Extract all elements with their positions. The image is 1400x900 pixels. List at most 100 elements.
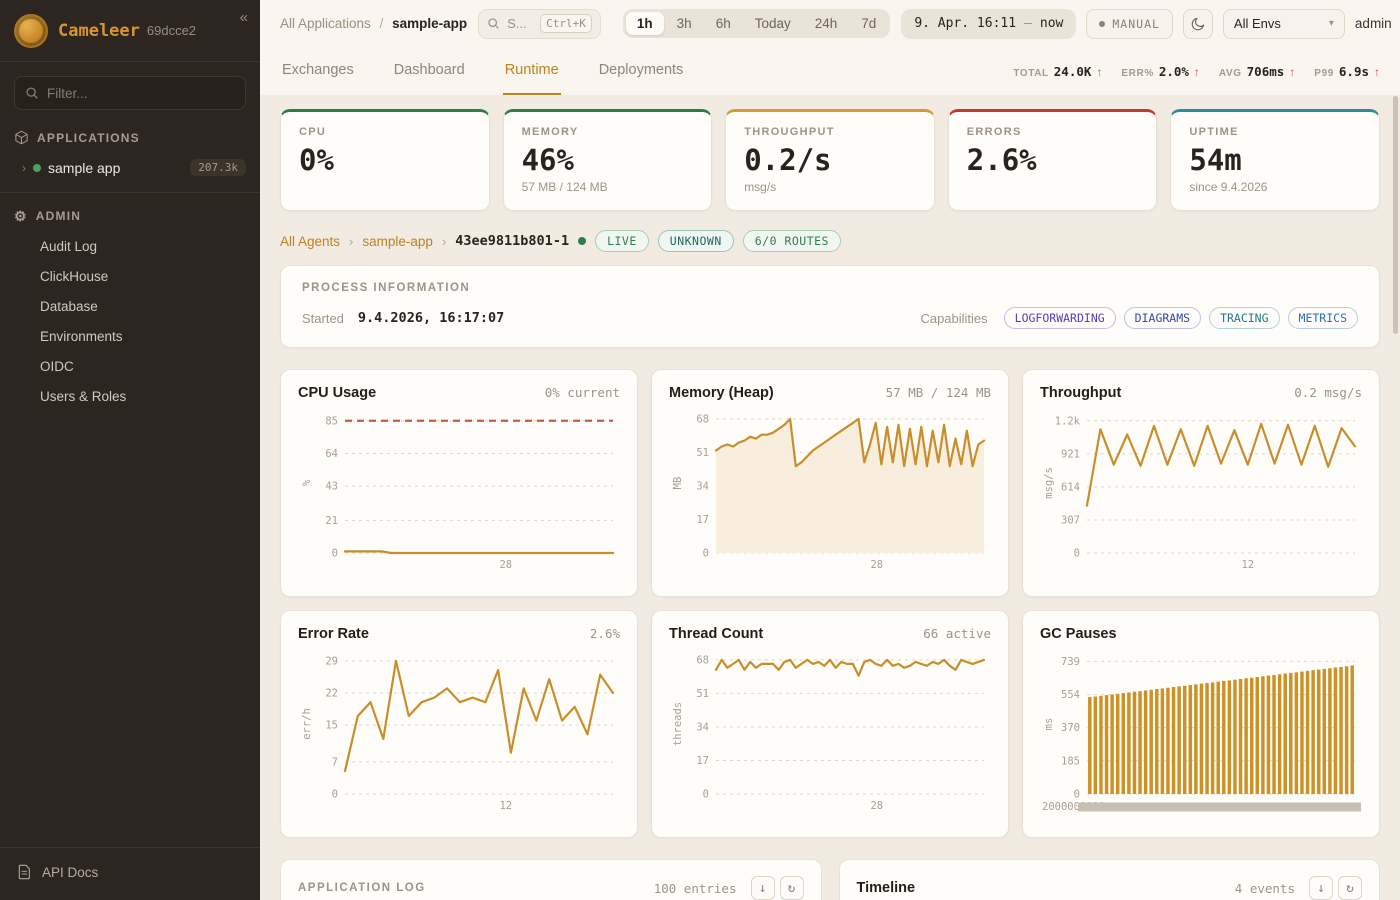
sidebar-item-sample-app[interactable]: › sample app 207.3k <box>0 153 260 182</box>
agent-id: 43ee9811b801-1 <box>455 233 570 250</box>
chevron-right-icon: › <box>22 160 26 175</box>
svg-text:51: 51 <box>696 447 709 459</box>
capability-badge-logforwarding: LOGFORWARDING <box>1003 307 1116 330</box>
svg-text:MB: MB <box>672 477 684 490</box>
tab-runtime[interactable]: Runtime <box>502 47 561 95</box>
tab-dashboard[interactable]: Dashboard <box>393 62 465 78</box>
time-range-3h[interactable]: 3h <box>666 12 703 35</box>
sidebar-divider <box>0 192 260 193</box>
svg-text:28: 28 <box>870 559 883 571</box>
sidebar-item-audit-log[interactable]: Audit Log <box>40 238 98 254</box>
svg-text:0: 0 <box>332 789 338 801</box>
svg-text:ms: ms <box>1043 718 1055 731</box>
sidebar-item-database[interactable]: Database <box>40 298 98 314</box>
all-agents-link[interactable]: All Agents <box>280 233 341 249</box>
download-button[interactable]: ↓ <box>750 876 775 900</box>
tab-deployments[interactable]: Deployments <box>598 62 684 78</box>
status-badge-routes: 6/0 ROUTES <box>742 230 841 253</box>
agent-app-link[interactable]: sample-app <box>362 233 433 249</box>
svg-text:0: 0 <box>703 789 709 801</box>
time-range-1h[interactable]: 1h <box>625 12 664 35</box>
kpi-value: 46% <box>521 143 574 177</box>
kpi-card-throughput: THROUGHPUT 0.2/s msg/s <box>725 109 935 212</box>
date-range-pill[interactable]: 9. Apr. 16:11 — now <box>901 8 1077 39</box>
kpi-card-errors: ERRORS 2.6% <box>947 109 1158 212</box>
chart-title: Throughput <box>1040 385 1122 402</box>
env-select[interactable]: All Envs ▾ <box>1222 8 1345 39</box>
time-range-24h[interactable]: 24h <box>804 12 849 35</box>
sidebar-item-oidc[interactable]: OIDC <box>40 358 74 374</box>
throughput-chart: 0 307 614 921 1.2k msg/s 12 <box>1043 416 1357 571</box>
brand-name: Cameleer <box>58 20 140 41</box>
time-range-today[interactable]: Today <box>744 12 802 35</box>
search-input[interactable] <box>507 16 534 31</box>
status-badge-live: LIVE <box>595 230 649 253</box>
kpi-row: CPU 0% MEMORY 46% 57 MB / 124 MB THROUGH… <box>280 109 1380 212</box>
started-value: 9.4.2026, 16:17:07 <box>357 310 505 327</box>
chart-title: Thread Count <box>669 626 764 643</box>
breadcrumb-chevron: › <box>349 233 354 249</box>
chart-current-value: 0% current <box>544 385 620 401</box>
sidebar-collapse-icon[interactable]: « <box>239 9 248 26</box>
package-icon <box>15 130 28 145</box>
chart-title: Memory (Heap) <box>669 385 774 402</box>
download-icon: ↓ <box>758 880 767 896</box>
env-select-value: All Envs <box>1233 16 1281 31</box>
refresh-button[interactable]: ↻ <box>779 876 804 900</box>
sidebar-header: Cameleer 69dcce2 « <box>0 0 260 62</box>
application-log-count: 100 entries <box>653 880 737 896</box>
process-information-card: PROCESS INFORMATION Started 9.4.2026, 16… <box>280 265 1380 349</box>
chevron-down-icon: ▾ <box>1328 18 1334 29</box>
live-status-dot <box>578 237 587 246</box>
filter-input[interactable] <box>47 85 235 101</box>
svg-text:17: 17 <box>696 514 709 526</box>
breadcrumb-current: sample-app <box>392 16 468 31</box>
theme-toggle-button[interactable] <box>1182 8 1213 39</box>
chart-card-thread-count: Thread Count 66 active 0 17 34 51 68 threads 28 <box>651 610 1009 839</box>
svg-text:msg/s: msg/s <box>1043 468 1055 500</box>
capability-badge-tracing: TRACING <box>1209 307 1280 330</box>
chart-card-memory-heap: Memory (Heap) 57 MB / 124 MB 0 17 34 51 68 MB 2… <box>651 369 1009 598</box>
trend-up-icon: ↑ <box>1193 64 1200 79</box>
moon-icon <box>1191 17 1205 30</box>
svg-text:43: 43 <box>325 481 338 493</box>
refresh-icon: ↻ <box>787 880 796 896</box>
search-shortcut-kbd: Ctrl+K <box>540 14 592 33</box>
scrollbar[interactable] <box>1393 96 1398 334</box>
svg-text:51: 51 <box>696 688 709 700</box>
timeline-count: 4 events <box>1234 880 1295 896</box>
tab-exchanges[interactable]: Exchanges <box>282 62 354 78</box>
sidebar-item-clickhouse[interactable]: ClickHouse <box>40 268 109 284</box>
svg-text:614: 614 <box>1061 482 1080 494</box>
kpi-value: 0% <box>299 143 334 177</box>
breadcrumb: All Applications / sample-app <box>280 16 467 31</box>
tabs: Exchanges Dashboard Runtime Deployments <box>280 47 685 95</box>
svg-text:threads: threads <box>672 702 684 746</box>
breadcrumb-all-applications[interactable]: All Applications <box>280 16 371 31</box>
download-button[interactable]: ↓ <box>1309 876 1333 900</box>
app-name: sample app <box>48 159 121 176</box>
sidebar-filter[interactable] <box>14 76 246 110</box>
status-badge-unknown: UNKNOWN <box>657 230 734 253</box>
process-information-title: PROCESS INFORMATION <box>302 282 471 295</box>
trend-up-icon: ↑ <box>1289 64 1296 79</box>
sidebar-item-environments[interactable]: Environments <box>40 328 123 344</box>
api-docs-link[interactable]: API Docs <box>0 847 260 900</box>
api-docs-label: API Docs <box>42 864 99 880</box>
memory-heap-chart: 0 17 34 51 68 MB 28 <box>672 414 986 571</box>
refresh-button[interactable]: ↻ <box>1338 876 1362 900</box>
time-range-7d[interactable]: 7d <box>850 12 887 35</box>
sidebar-item-users-roles[interactable]: Users & Roles <box>40 388 127 404</box>
stat-total: TOTAL 24.0K ↑ <box>1013 63 1103 79</box>
svg-text:0: 0 <box>703 548 709 560</box>
date-range-from: 9. Apr. 16:11 <box>914 16 1017 31</box>
refresh-icon: ↻ <box>1346 880 1354 896</box>
chart-current-value: 66 active <box>923 626 991 642</box>
kpi-sub <box>967 180 1139 194</box>
kpi-label: THROUGHPUT <box>744 126 835 138</box>
refresh-mode-button[interactable]: MANUAL <box>1086 8 1173 39</box>
time-range-6h[interactable]: 6h <box>705 12 742 35</box>
svg-text:17: 17 <box>696 755 709 767</box>
chart-title: Error Rate <box>298 626 369 643</box>
global-search[interactable]: Ctrl+K <box>478 8 601 39</box>
